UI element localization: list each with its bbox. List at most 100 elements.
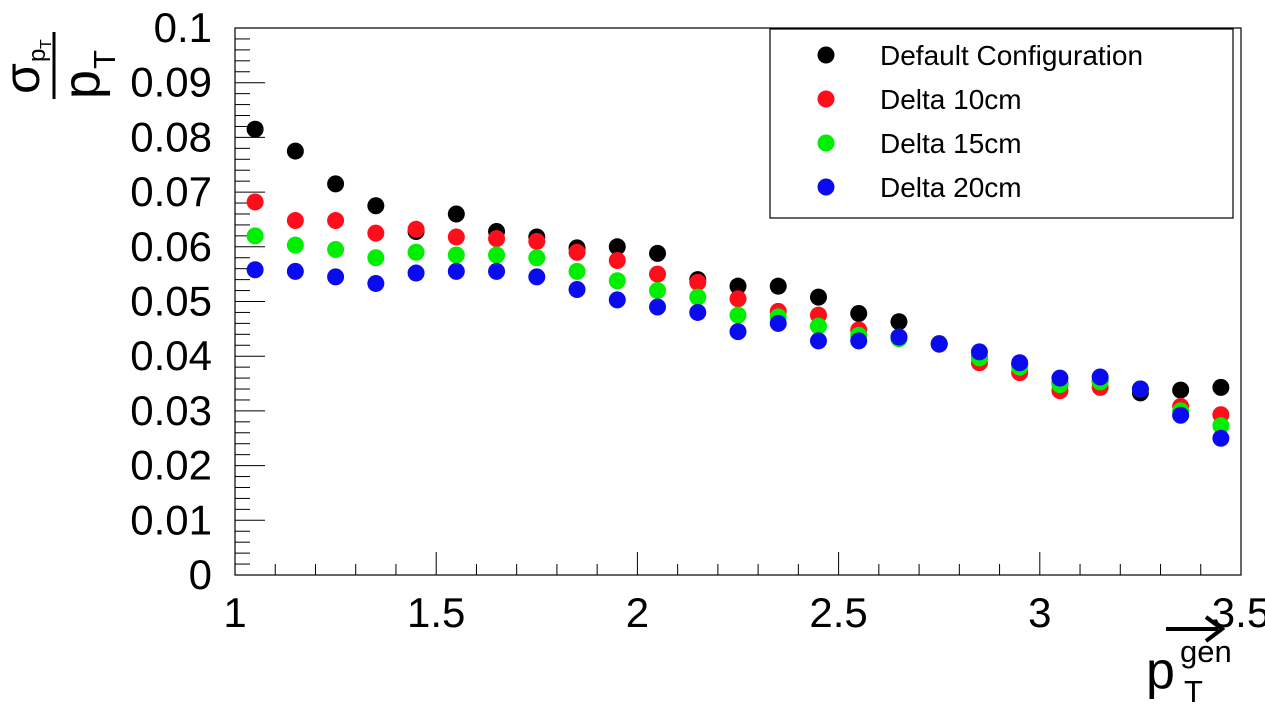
data-point bbox=[729, 277, 747, 295]
data-point bbox=[407, 243, 425, 261]
legend-label: Delta 15cm bbox=[880, 128, 1022, 159]
y-tick-label: 0.02 bbox=[130, 442, 212, 489]
data-point bbox=[729, 290, 747, 308]
x-tick-label: 1.5 bbox=[407, 589, 465, 636]
data-point bbox=[608, 238, 626, 256]
data-point bbox=[246, 193, 264, 211]
data-point bbox=[729, 323, 747, 341]
x-axis-vector-arrow-head bbox=[1204, 615, 1226, 643]
x-tick-label: 1 bbox=[223, 589, 246, 636]
legend-box bbox=[769, 28, 1234, 219]
data-point bbox=[246, 120, 264, 138]
data-point bbox=[649, 244, 667, 262]
data-point bbox=[970, 343, 988, 361]
data-point bbox=[568, 243, 586, 261]
data-point bbox=[246, 227, 264, 245]
axis-labels-layer: 0 0.01 0.02 0.03 0.04 0.05 0.06 0.07 0.08 0.09 0.1… bbox=[0, 4, 1265, 708]
data-point bbox=[1172, 381, 1190, 399]
y-tick-label: 0 bbox=[189, 551, 212, 598]
y-tick-label: 0.04 bbox=[130, 332, 212, 379]
y-tick-label: 0.06 bbox=[130, 223, 212, 270]
data-point bbox=[488, 246, 506, 264]
data-point bbox=[367, 249, 385, 267]
data-point bbox=[367, 197, 385, 215]
legend-marker bbox=[817, 178, 835, 196]
data-point bbox=[568, 262, 586, 280]
x-axis-label-p: p bbox=[1146, 642, 1175, 700]
data-point bbox=[367, 224, 385, 242]
axis-ticks-layer bbox=[234, 27, 1242, 576]
data-point bbox=[246, 261, 264, 279]
data-point bbox=[689, 288, 707, 306]
data-point bbox=[327, 241, 345, 259]
y-tick-label: 0.07 bbox=[130, 168, 212, 215]
data-point bbox=[809, 332, 827, 350]
data-point bbox=[1131, 380, 1149, 398]
y-axis-label: σpTpT bbox=[0, 32, 122, 99]
data-point bbox=[568, 280, 586, 298]
data-point bbox=[809, 317, 827, 335]
y-axis-label-sigma-subscript-p: p bbox=[24, 49, 51, 62]
data-point bbox=[1091, 368, 1109, 386]
data-point bbox=[447, 262, 465, 280]
data-point bbox=[407, 220, 425, 238]
data-point bbox=[1172, 406, 1190, 424]
data-point bbox=[327, 212, 345, 230]
data-point bbox=[447, 205, 465, 223]
data-point bbox=[286, 142, 304, 160]
legend-marker bbox=[817, 46, 835, 64]
y-tick-label: 0.05 bbox=[130, 278, 212, 325]
data-point bbox=[608, 272, 626, 290]
data-point bbox=[930, 335, 948, 353]
data-points-layer bbox=[246, 120, 1230, 447]
y-axis-label-denominator-p: p bbox=[53, 70, 111, 99]
data-point bbox=[528, 249, 546, 267]
data-point bbox=[1212, 417, 1230, 435]
x-axis-label-t: T bbox=[1184, 674, 1203, 703]
data-point bbox=[286, 212, 304, 230]
data-point bbox=[407, 264, 425, 282]
data-point bbox=[649, 282, 667, 300]
legend-label: Default Configuration bbox=[880, 40, 1143, 71]
x-tick-label: 2.5 bbox=[809, 589, 867, 636]
data-point bbox=[890, 313, 908, 331]
y-tick-label: 0.08 bbox=[130, 113, 212, 160]
data-point bbox=[367, 274, 385, 292]
data-point bbox=[649, 265, 667, 283]
data-point bbox=[1212, 429, 1230, 447]
x-tick-label: 3 bbox=[1028, 589, 1051, 636]
data-point bbox=[286, 236, 304, 254]
data-point bbox=[286, 262, 304, 280]
data-point bbox=[447, 246, 465, 264]
x-axis-label-gen: gen bbox=[1180, 634, 1232, 669]
data-point bbox=[327, 268, 345, 286]
y-axis-label-sigma-subscript-t: T bbox=[38, 39, 55, 49]
data-point bbox=[608, 291, 626, 309]
legend-marker bbox=[817, 90, 835, 108]
y-tick-label: 0.03 bbox=[130, 387, 212, 434]
y-tick-label: 0.01 bbox=[130, 496, 212, 543]
y-tick-label: 0.09 bbox=[130, 59, 212, 106]
data-point bbox=[488, 262, 506, 280]
y-tick-label: 0.1 bbox=[154, 4, 212, 51]
legend-marker bbox=[817, 134, 835, 152]
data-point bbox=[689, 303, 707, 321]
data-point bbox=[850, 305, 868, 323]
data-point bbox=[850, 332, 868, 350]
data-point bbox=[1011, 354, 1029, 372]
legend-label: Delta 20cm bbox=[880, 172, 1022, 203]
data-point bbox=[608, 251, 626, 269]
x-tick-label: 2 bbox=[626, 589, 649, 636]
data-point bbox=[689, 273, 707, 291]
y-axis-label-denominator-t: T bbox=[87, 50, 122, 69]
y-axis-label-sigma: σ bbox=[0, 63, 50, 94]
series-3 bbox=[246, 261, 1230, 447]
data-point bbox=[528, 232, 546, 250]
data-point bbox=[447, 228, 465, 246]
data-point bbox=[809, 288, 827, 306]
legend: Default Configuration Delta 10cm Delta 15c… bbox=[769, 28, 1234, 219]
legend-label: Delta 10cm bbox=[880, 84, 1022, 115]
data-point bbox=[488, 230, 506, 248]
